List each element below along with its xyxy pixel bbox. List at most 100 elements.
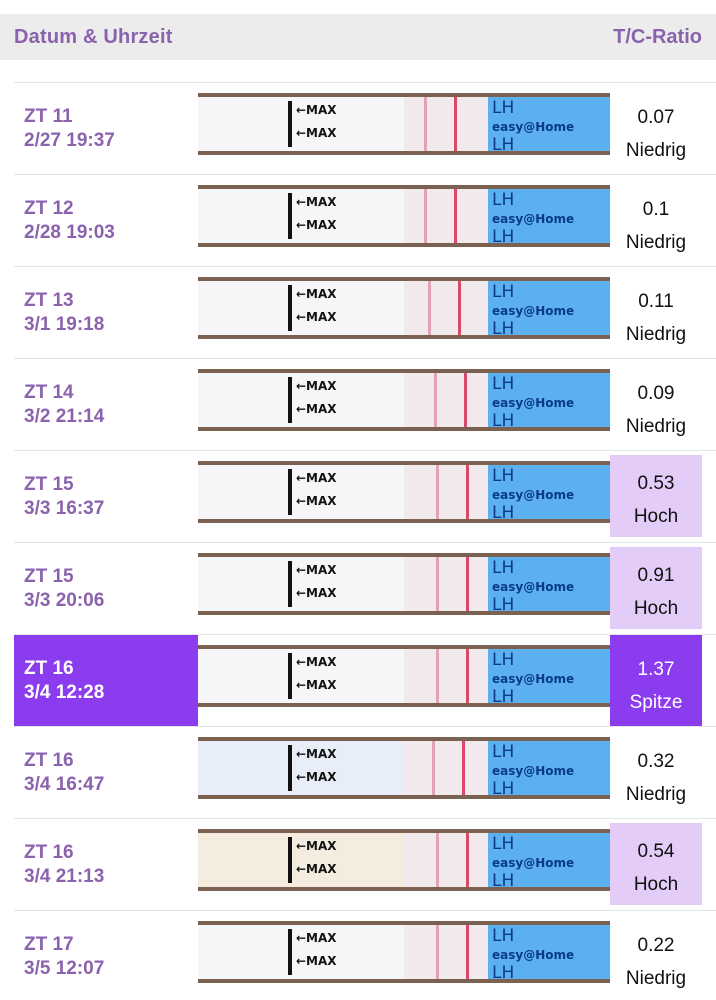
ratio-value: 0.1 [642,199,670,220]
test-line [432,741,435,795]
control-line [458,281,461,335]
max-label: ←MAX [296,126,337,140]
brand-text: easy@Home [492,856,575,870]
test-strip-image[interactable]: ←MAX ←MAX LHeasy@HomeLH [198,277,610,339]
test-strip-image[interactable]: ←MAX ←MAX LHeasy@HomeLH [198,829,610,891]
table-row[interactable]: ZT 11 2/27 19:37 ←MAX ←MAX LHeasy@HomeLH 0.07… [14,82,716,174]
test-strip-image[interactable]: ←MAX ←MAX LHeasy@HomeLH [198,553,610,615]
strip-max-mark [288,469,292,515]
strip-max-mark [288,377,292,423]
table-row[interactable]: ZT 16 3/4 16:47 ←MAX ←MAX LHeasy@HomeLH 0.32 N… [14,726,716,818]
result-window [404,557,488,611]
result-window [404,97,488,151]
table-row[interactable]: ZT 16 3/4 12:28 ←MAX ←MAX LHeasy@HomeLH 1.37 S… [14,634,716,727]
test-strip-image[interactable]: ←MAX ←MAX LHeasy@HomeLH [198,737,610,799]
brand-text: easy@Home [492,580,575,594]
test-line [424,97,427,151]
result-window [404,833,488,887]
brand-text: easy@Home [492,212,575,226]
strip-max-mark [288,837,292,883]
strip-paper: ←MAX ←MAX [198,833,488,887]
ratio-cell: 0.11 Niedrig [610,267,702,359]
cycle-day: ZT 15 [24,566,74,587]
row-datetime: ZT 17 3/5 12:07 [14,911,198,1000]
lh-text: LH [492,466,515,486]
table-row[interactable]: ZT 17 3/5 12:07 ←MAX ←MAX LHeasy@HomeLH 0.22 N… [14,910,716,1000]
test-datetime: 3/4 16:47 [24,774,105,795]
lh-text: LH [492,503,515,519]
test-strip-image[interactable]: ←MAX ←MAX LHeasy@HomeLH [198,185,610,247]
max-label: ←MAX [296,770,337,784]
cycle-day: ZT 16 [24,658,74,679]
column-header-datetime[interactable]: Datum & Uhrzeit [14,26,173,48]
brand-text: easy@Home [492,120,575,134]
brand-text: easy@Home [492,672,575,686]
ratio-value: 0.54 [637,841,675,862]
max-label: ←MAX [296,931,337,945]
max-label: ←MAX [296,379,337,393]
max-label: ←MAX [296,862,337,876]
ratio-value: 0.11 [638,291,674,312]
lh-text: LH [492,834,515,854]
strip-brand-area: LHeasy@HomeLH [488,281,610,335]
table-row[interactable]: ZT 16 3/4 21:13 ←MAX ←MAX LHeasy@HomeLH 0.54 H… [14,818,716,910]
table-row[interactable]: ZT 13 3/1 19:18 ←MAX ←MAX LHeasy@HomeLH 0.11 N… [14,266,716,358]
ratio-cell: 0.1 Niedrig [610,175,702,267]
max-label: ←MAX [296,103,337,117]
test-line [424,189,427,243]
control-line [462,741,465,795]
control-line [464,373,467,427]
test-datetime: 3/3 20:06 [24,590,105,611]
max-label: ←MAX [296,471,337,485]
cycle-day: ZT 11 [24,106,73,127]
lh-text: LH [492,871,515,887]
brand-text: easy@Home [492,764,575,778]
max-label: ←MAX [296,195,337,209]
cycle-day: ZT 15 [24,474,74,495]
lh-text: LH [492,135,515,151]
table-row[interactable]: ZT 14 3/2 21:14 ←MAX ←MAX LHeasy@HomeLH 0.09 N… [14,358,716,450]
cycle-day: ZT 16 [24,750,74,771]
strip-paper: ←MAX ←MAX [198,649,488,703]
lh-text: LH [492,282,515,302]
strip-paper: ←MAX ←MAX [198,925,488,979]
test-strip-image[interactable]: ←MAX ←MAX LHeasy@HomeLH [198,645,610,707]
max-label: ←MAX [296,563,337,577]
strip-paper: ←MAX ←MAX [198,557,488,611]
control-line [454,189,457,243]
ratio-cell: 0.32 Niedrig [610,727,702,819]
cycle-day: ZT 16 [24,842,74,863]
strip-paper: ←MAX ←MAX [198,189,488,243]
strip-brand-area: LHeasy@HomeLH [488,925,610,979]
ratio-value: 0.07 [637,107,675,128]
row-datetime: ZT 14 3/2 21:14 [14,359,198,451]
lh-text: LH [492,687,515,703]
ratio-level: Niedrig [625,784,687,805]
table-row[interactable]: ZT 15 3/3 16:37 ←MAX ←MAX LHeasy@HomeLH 0.53 H… [14,450,716,542]
test-strip-image[interactable]: ←MAX ←MAX LHeasy@HomeLH [198,369,610,431]
table-row[interactable]: ZT 12 2/28 19:03 ←MAX ←MAX LHeasy@HomeLH 0.1 N… [14,174,716,266]
result-window [404,741,488,795]
strip-brand-area: LHeasy@HomeLH [488,465,610,519]
strip-brand-area: LHeasy@HomeLH [488,741,610,795]
strip-brand-area: LHeasy@HomeLH [488,189,610,243]
strip-brand-area: LHeasy@HomeLH [488,833,610,887]
test-strip-image[interactable]: ←MAX ←MAX LHeasy@HomeLH [198,93,610,155]
max-label: ←MAX [296,586,337,600]
ratio-cell: 0.53 Hoch [610,455,702,537]
row-datetime: ZT 15 3/3 20:06 [14,543,198,635]
lh-text: LH [492,227,515,243]
test-strip-image[interactable]: ←MAX ←MAX LHeasy@HomeLH [198,461,610,523]
row-datetime: ZT 16 3/4 12:28 [14,635,198,727]
ratio-value: 0.22 [637,935,675,956]
strip-paper: ←MAX ←MAX [198,281,488,335]
lh-text: LH [492,558,515,578]
max-label: ←MAX [296,747,337,761]
cycle-day: ZT 14 [24,382,74,403]
result-window [404,465,488,519]
strip-max-mark [288,101,292,147]
table-row[interactable]: ZT 15 3/3 20:06 ←MAX ←MAX LHeasy@HomeLH 0.91 H… [14,542,716,634]
cycle-day: ZT 12 [24,198,74,219]
column-header-ratio[interactable]: T/C-Ratio [613,26,702,48]
test-strip-image[interactable]: ←MAX ←MAX LHeasy@HomeLH [198,921,610,983]
